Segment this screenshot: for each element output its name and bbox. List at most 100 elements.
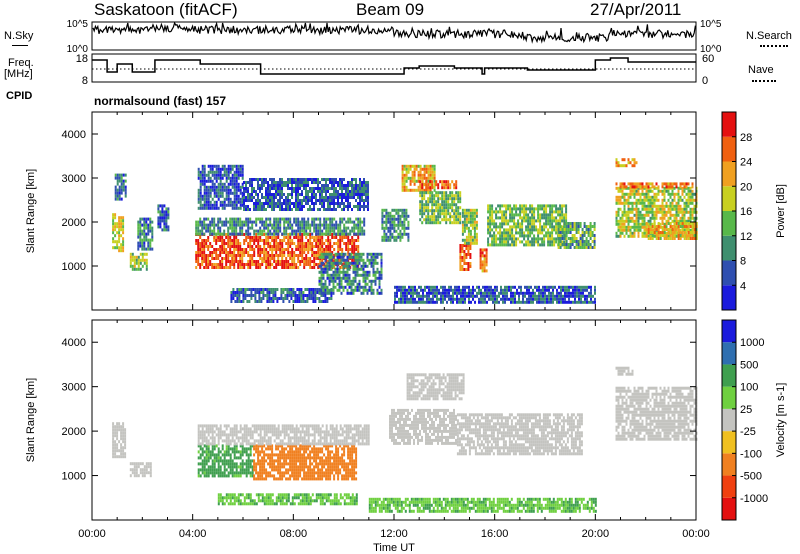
heatmap-cell	[503, 213, 506, 217]
heatmap-cell	[631, 219, 634, 223]
heatmap-cell	[635, 210, 638, 214]
heatmap-cell	[259, 187, 261, 190]
heatmap-cell	[467, 247, 470, 250]
heatmap-cell	[289, 202, 291, 205]
heatmap-cell	[435, 180, 438, 184]
heatmap-cell	[135, 261, 138, 265]
heatmap-cell	[247, 208, 249, 211]
heatmap-cell	[321, 242, 324, 245]
heatmap-cell	[327, 196, 329, 199]
heatmap-cell	[360, 264, 363, 268]
heatmap-cell	[378, 279, 381, 283]
heatmap-cell	[511, 225, 514, 229]
heatmap-cell	[420, 300, 422, 304]
heatmap-cell	[365, 181, 367, 184]
heatmap-cell	[320, 273, 323, 277]
heatmap-cell	[141, 244, 144, 248]
heatmap-cell	[406, 288, 408, 292]
heatmap-cell	[223, 245, 226, 248]
heatmap-cell	[342, 285, 345, 289]
heatmap-cell	[643, 222, 646, 226]
heatmap-cell	[267, 196, 269, 199]
heatmap-cell	[231, 191, 234, 195]
heatmap-cell	[306, 294, 309, 297]
heatmap-cell	[561, 240, 564, 244]
heatmap-cell	[376, 255, 379, 259]
heatmap-cell	[469, 208, 472, 212]
heatmap-cell	[559, 216, 562, 220]
heatmap-cell	[265, 242, 268, 245]
heatmap-cell	[667, 189, 670, 193]
heatmap-cell	[568, 285, 570, 289]
heatmap-cell	[161, 213, 164, 217]
heatmap-cell	[571, 243, 574, 246]
heatmap-cell	[422, 288, 424, 292]
heatmap-cell	[461, 214, 464, 218]
heatmap-cell	[340, 285, 343, 289]
heatmap-cell	[480, 294, 482, 298]
heatmap-cell	[643, 225, 646, 229]
heatmap-cell	[621, 201, 624, 205]
heatmap-cell	[290, 288, 293, 291]
heatmap-cell	[429, 167, 432, 171]
heatmap-cell	[566, 300, 568, 304]
heatmap-cell	[237, 164, 240, 168]
heatmap-cell	[268, 294, 271, 297]
heatmap-cell	[326, 291, 329, 295]
heatmap-cell	[378, 273, 381, 277]
heatmap-cell	[256, 300, 259, 303]
heatmap-cell	[401, 208, 404, 212]
heatmap-cell	[207, 197, 210, 201]
heatmap-cell	[151, 247, 154, 251]
heatmap-cell	[643, 195, 646, 199]
heatmap-cell	[549, 222, 552, 226]
heatmap-cell	[334, 270, 337, 274]
heatmap-cell	[546, 288, 548, 292]
heatmap-cell	[591, 234, 594, 237]
heatmap-cell	[558, 300, 560, 304]
heatmap-cell	[561, 204, 564, 208]
heatmap-cell	[257, 181, 259, 184]
heatmap-cell	[231, 229, 234, 233]
heatmap-cell	[615, 186, 618, 190]
heatmap-cell	[380, 291, 383, 295]
heatmap-cell	[129, 255, 132, 259]
heatmap-cell	[293, 232, 296, 236]
heatmap-cell	[242, 288, 245, 291]
heatmap-cell	[149, 241, 152, 245]
heatmap-cell	[533, 237, 536, 241]
heatmap-cell	[317, 223, 320, 227]
heatmap-cell	[323, 251, 326, 254]
heatmap-cell	[251, 257, 254, 260]
heatmap-cell	[687, 204, 690, 208]
heatmap-cell	[299, 226, 302, 230]
heatmap-cell	[533, 222, 536, 226]
heatmap-cell	[519, 231, 522, 235]
heatmap-cell	[217, 206, 220, 210]
heatmap-cell	[203, 200, 206, 204]
heatmap-cell	[449, 203, 452, 207]
heatmap-cell	[555, 216, 558, 220]
heatmap-cell	[493, 219, 496, 223]
heatmap-cell	[573, 246, 576, 249]
heatmap-cell	[291, 248, 294, 251]
heatmap-cell	[313, 220, 316, 224]
heatmap-cell	[402, 288, 404, 292]
heatmap-cell	[663, 198, 666, 202]
heatmap-cell	[592, 294, 594, 298]
heatmap-cell	[530, 300, 532, 304]
heatmap-cell	[319, 217, 322, 221]
heatmap-cell	[337, 245, 340, 248]
heatmap-cell	[627, 216, 630, 220]
heatmap-cell	[346, 276, 349, 280]
heatmap-cell	[201, 245, 204, 248]
heatmap-cell	[354, 252, 357, 256]
heatmap-cell	[443, 206, 446, 210]
heatmap-cell	[348, 261, 351, 265]
heatmap-cell	[689, 198, 692, 202]
heatmap-cell	[265, 217, 268, 221]
heatmap-cell	[665, 213, 668, 217]
heatmap-cell	[425, 191, 428, 195]
heatmap-cell	[631, 231, 634, 235]
heatmap-cell	[297, 190, 299, 193]
